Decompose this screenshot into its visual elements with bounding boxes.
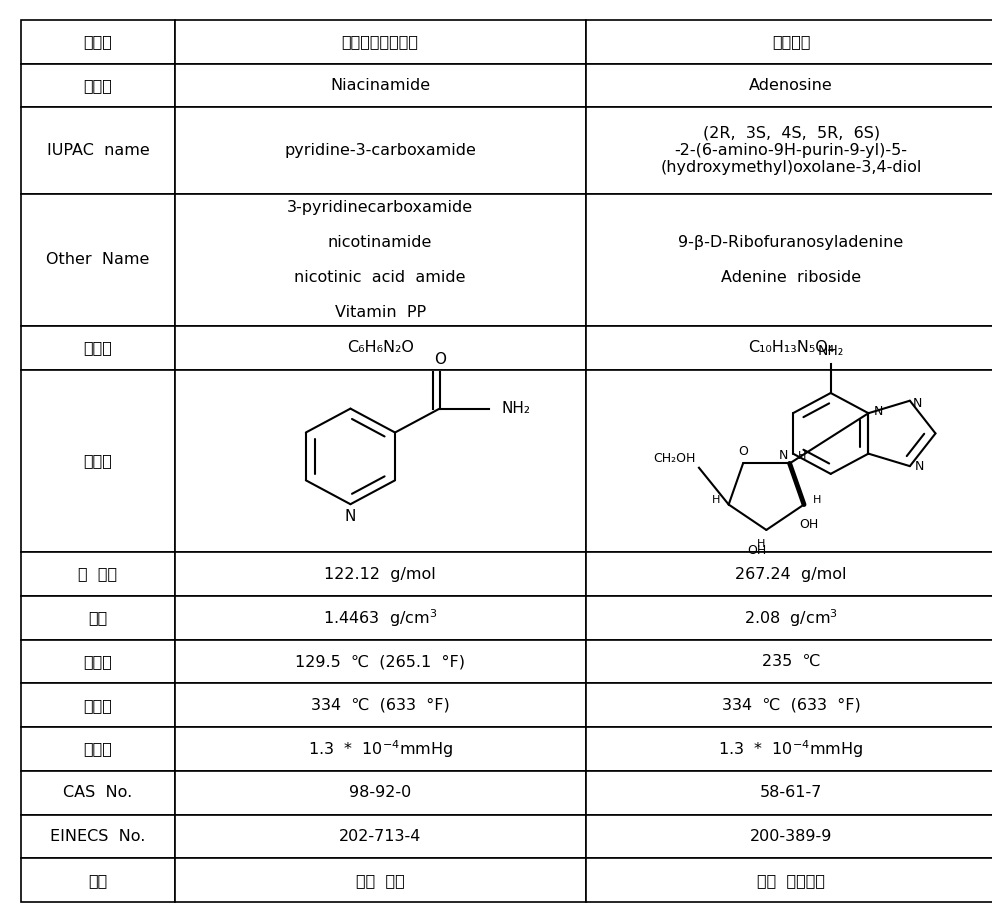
Text: (2R,  3S,  4S,  5R,  6S)
-2-(6-amino-9H-purin-9-yl)-5-
(hydroxymethyl)oxolane-3,: (2R, 3S, 4S, 5R, 6S) -2-(6-amino-9H-puri… [660, 125, 922, 175]
Text: 피부  미백: 피부 미백 [355, 873, 404, 888]
Bar [21, 771, 175, 815]
Text: 아데노신: 아데노신 [772, 34, 810, 49]
Bar [586, 640, 993, 683]
Text: N: N [874, 405, 883, 418]
Text: 1.3  *  10$^{-4}$mmHg: 1.3 * 10$^{-4}$mmHg [719, 739, 864, 760]
Text: NH₂: NH₂ [501, 401, 530, 416]
Text: 58-61-7: 58-61-7 [760, 786, 822, 800]
Bar [21, 370, 175, 552]
Bar [586, 552, 993, 596]
Text: 녹는점: 녹는점 [83, 654, 112, 669]
Bar [586, 815, 993, 858]
Text: CH₂OH: CH₂OH [653, 452, 695, 465]
Bar [175, 815, 586, 858]
Bar [175, 370, 586, 552]
Bar [586, 107, 993, 194]
Bar [586, 683, 993, 727]
Bar [21, 683, 175, 727]
Text: 3-pyridinecarboxamide

nicotinamide

nicotinic  acid  amide

Vitamin  PP: 3-pyridinecarboxamide nicotinamide nicot… [287, 200, 474, 320]
Text: H: H [812, 495, 821, 505]
Bar [175, 64, 586, 107]
Bar [175, 771, 586, 815]
Bar [586, 370, 993, 552]
Bar [21, 107, 175, 194]
Text: 1.4463  g/cm$^3$: 1.4463 g/cm$^3$ [323, 607, 437, 629]
Bar [21, 552, 175, 596]
Bar [21, 640, 175, 683]
Text: C₆H₆N₂O: C₆H₆N₂O [347, 340, 414, 356]
Text: 334  ℃  (633  °F): 334 ℃ (633 °F) [311, 698, 450, 713]
Text: C₁₀H₁₃N₅O₄: C₁₀H₁₃N₅O₄ [748, 340, 834, 356]
Text: 235  ℃: 235 ℃ [762, 654, 820, 669]
Text: 분자식: 분자식 [83, 340, 112, 356]
Text: 성분명: 성분명 [83, 34, 112, 49]
Text: H: H [712, 495, 720, 505]
Text: 334  ℃  (633  °F): 334 ℃ (633 °F) [722, 698, 861, 713]
Text: H: H [798, 451, 806, 461]
Bar [175, 107, 586, 194]
Bar [175, 552, 586, 596]
Text: 영문명: 영문명 [83, 78, 112, 93]
Bar [175, 19, 586, 64]
Text: Adenosine: Adenosine [749, 78, 833, 93]
Text: 비고: 비고 [88, 873, 107, 888]
Text: 129.5  ℃  (265.1  °F): 129.5 ℃ (265.1 °F) [295, 654, 465, 669]
Text: N: N [779, 449, 787, 462]
Bar [586, 19, 993, 64]
Bar [21, 815, 175, 858]
Text: pyridine-3-carboxamide: pyridine-3-carboxamide [284, 143, 476, 158]
Text: 202-713-4: 202-713-4 [339, 829, 421, 844]
Bar [175, 596, 586, 640]
Text: 9-β-D-Ribofuranosyladenine

Adenine  riboside: 9-β-D-Ribofuranosyladenine Adenine ribos… [678, 235, 904, 285]
Text: 피부  주름개선: 피부 주름개선 [757, 873, 825, 888]
Text: 끓는점: 끓는점 [83, 698, 112, 713]
Bar [21, 727, 175, 771]
Text: 증기압: 증기압 [83, 741, 112, 757]
Bar [586, 596, 993, 640]
Text: 몰  질량: 몰 질량 [78, 566, 117, 582]
Bar [586, 727, 993, 771]
Bar [21, 858, 175, 903]
Text: 나이아신아마이드: 나이아신아마이드 [342, 34, 419, 49]
Bar [586, 326, 993, 370]
Bar [21, 596, 175, 640]
Text: O: O [434, 352, 446, 367]
Bar [175, 640, 586, 683]
Text: 1.3  *  10$^{-4}$mmHg: 1.3 * 10$^{-4}$mmHg [308, 739, 453, 760]
Text: O: O [738, 445, 748, 458]
Text: Other  Name: Other Name [47, 253, 150, 267]
Text: EINECS  No.: EINECS No. [51, 829, 146, 844]
Bar [175, 683, 586, 727]
Bar [586, 194, 993, 326]
Text: 밀도: 밀도 [88, 610, 107, 625]
Bar [175, 194, 586, 326]
Bar [21, 19, 175, 64]
Text: OH: OH [799, 518, 818, 531]
Text: H: H [758, 538, 766, 549]
Bar [175, 326, 586, 370]
Bar [21, 194, 175, 326]
Text: N: N [914, 397, 922, 410]
Text: 267.24  g/mol: 267.24 g/mol [736, 566, 847, 582]
Text: Niacinamide: Niacinamide [330, 78, 430, 93]
Text: CAS  No.: CAS No. [64, 786, 132, 800]
Bar [175, 727, 586, 771]
Text: 98-92-0: 98-92-0 [349, 786, 411, 800]
Bar [21, 64, 175, 107]
Bar [586, 858, 993, 903]
Text: N: N [345, 509, 356, 524]
Text: 2.08  g/cm$^3$: 2.08 g/cm$^3$ [744, 607, 838, 629]
Bar [175, 858, 586, 903]
Bar [586, 771, 993, 815]
Text: 122.12  g/mol: 122.12 g/mol [325, 566, 436, 582]
Text: OH: OH [747, 544, 766, 557]
Text: NH₂: NH₂ [817, 344, 844, 358]
Text: 200-389-9: 200-389-9 [750, 829, 832, 844]
Bar [21, 326, 175, 370]
Text: 구조식: 구조식 [83, 454, 112, 468]
Bar [586, 64, 993, 107]
Text: IUPAC  name: IUPAC name [47, 143, 149, 158]
Text: N: N [916, 460, 924, 473]
